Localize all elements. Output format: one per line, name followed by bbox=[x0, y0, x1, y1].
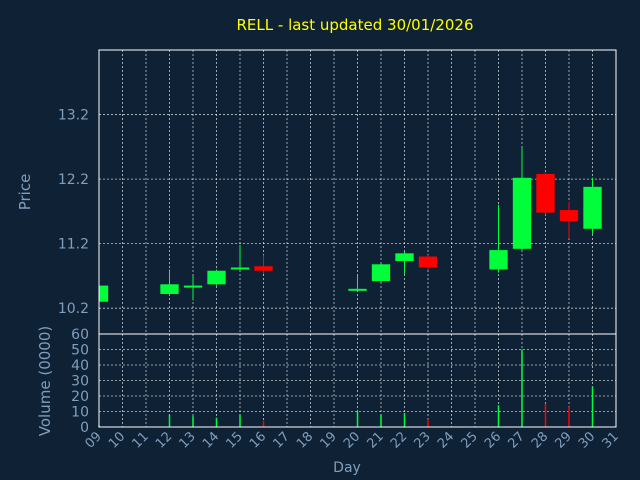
price-axis-label: Price bbox=[16, 174, 34, 211]
volume-bar bbox=[591, 386, 594, 427]
price-tick-label: 12.2 bbox=[58, 172, 89, 188]
volume-bar bbox=[521, 349, 523, 427]
volume-axis-label: Volume (0000) bbox=[36, 326, 54, 436]
candle-body bbox=[559, 210, 579, 222]
volume-bar bbox=[497, 405, 500, 427]
x-tick-label: 26 bbox=[482, 429, 504, 451]
candle-body bbox=[512, 177, 532, 249]
x-tick-label: 25 bbox=[459, 429, 481, 451]
x-tick-label: 24 bbox=[435, 429, 457, 451]
candle-body bbox=[371, 264, 391, 282]
volume-bar bbox=[568, 406, 570, 427]
volume-tick-label: 10 bbox=[71, 405, 89, 421]
candle-body bbox=[489, 250, 508, 270]
x-tick-label: 30 bbox=[576, 429, 598, 451]
candle-body bbox=[348, 288, 367, 291]
candle-body bbox=[395, 253, 414, 262]
volume-bar bbox=[544, 403, 547, 427]
candle-body bbox=[418, 256, 438, 268]
x-tick-label: 27 bbox=[506, 429, 528, 451]
volume-tick-label: 20 bbox=[71, 389, 89, 405]
volume-bar bbox=[215, 417, 218, 427]
x-tick-label: 14 bbox=[200, 429, 222, 451]
candle-body bbox=[160, 284, 179, 294]
x-tick-label: 19 bbox=[318, 429, 340, 451]
x-tick-label: 29 bbox=[553, 429, 575, 451]
x-tick-label: 20 bbox=[341, 429, 363, 451]
x-tick-label: 18 bbox=[294, 429, 316, 451]
price-tick-label: 13.2 bbox=[58, 108, 89, 124]
x-tick-label: 12 bbox=[153, 429, 175, 451]
candles bbox=[98, 148, 602, 304]
x-tick-label: 10 bbox=[106, 429, 128, 451]
volume-tick-label: 50 bbox=[71, 343, 89, 359]
x-tick-label: 31 bbox=[600, 429, 622, 451]
candle-body bbox=[583, 186, 602, 229]
plot-frame bbox=[98, 49, 617, 428]
x-tick-label: 23 bbox=[412, 429, 434, 451]
volume-bar bbox=[262, 420, 265, 427]
volume-bar bbox=[168, 414, 171, 427]
chart-title: RELL - last updated 30/01/2026 bbox=[237, 16, 474, 34]
volume-bar bbox=[356, 411, 359, 427]
volume-bar bbox=[192, 416, 194, 427]
volume-bar bbox=[427, 419, 429, 427]
candle-body bbox=[230, 267, 250, 270]
candle-body bbox=[183, 285, 203, 288]
x-tick-label: 22 bbox=[388, 429, 410, 451]
x-tick-label: 28 bbox=[529, 429, 551, 451]
x-tick-label: 15 bbox=[224, 429, 246, 451]
price-tick-label: 11.2 bbox=[58, 237, 89, 253]
x-tick-label: 16 bbox=[247, 429, 269, 451]
volume-bar bbox=[403, 413, 406, 427]
gridlines bbox=[98, 50, 617, 428]
x-tick-label: 17 bbox=[271, 429, 293, 451]
volume-tick-label: 60 bbox=[71, 327, 89, 343]
x-tick-label: 11 bbox=[130, 429, 152, 451]
volume-tick-label: 0 bbox=[80, 420, 89, 436]
candle-body bbox=[99, 285, 109, 302]
volume-tick-label: 40 bbox=[71, 358, 89, 374]
price-tick-label: 10.2 bbox=[58, 301, 89, 317]
volume-bar bbox=[380, 414, 382, 427]
volume-bars bbox=[98, 349, 594, 427]
candle-body bbox=[254, 266, 273, 271]
x-tick-label: 13 bbox=[177, 429, 199, 451]
axes bbox=[98, 49, 617, 428]
x-tick-label: 21 bbox=[365, 429, 387, 451]
x-axis-label: Day bbox=[333, 460, 361, 476]
candle-body bbox=[207, 270, 226, 285]
volume-tick-label: 30 bbox=[71, 374, 89, 390]
volume-bar bbox=[239, 414, 241, 427]
candle-body bbox=[536, 173, 555, 213]
